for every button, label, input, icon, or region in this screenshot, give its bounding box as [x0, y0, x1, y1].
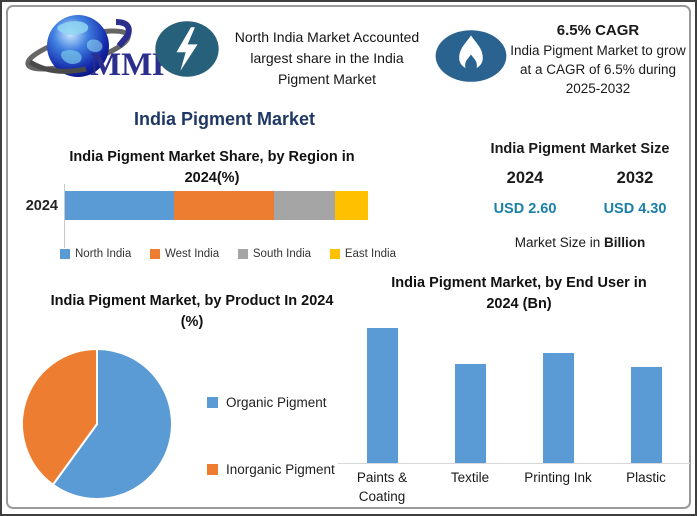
- bar-printing-ink: [542, 353, 574, 463]
- mmr-logo: MMR: [24, 10, 177, 84]
- pie-legend-label: Inorganic Pigment: [226, 462, 335, 477]
- cagr-line: 2025-2032: [565, 81, 631, 96]
- pie-slice-organic-pigment: [51, 347, 173, 500]
- page-title: India Pigment Market: [133, 109, 316, 129]
- legend-item-east-india: East India: [329, 248, 396, 260]
- legend-label: East India: [344, 248, 396, 260]
- bar-plastic: [630, 367, 662, 463]
- market-size-values: USD 2.60 USD 4.30: [470, 201, 690, 217]
- legend-label: South India: [252, 248, 312, 260]
- bar-column-paints-coating: [338, 320, 426, 463]
- cagr-block: 6.5% CAGR India Pigment Market to grow a…: [500, 22, 695, 98]
- region-y-axis: [64, 184, 65, 248]
- enduser-bar-chart: [338, 320, 690, 464]
- product-chart-title-line: (%): [180, 314, 204, 330]
- lightning-badge: [154, 19, 220, 79]
- market-size-note-unit: Billion: [604, 235, 646, 250]
- stacked-segment-north-india: [65, 191, 175, 220]
- globe-logo-icon: MMR: [25, 15, 177, 83]
- x-label-paints-coating: Paints & Coating: [356, 470, 408, 504]
- market-size-note-prefix: Market Size in: [514, 235, 605, 250]
- cagr-title: 6.5% CAGR: [556, 22, 640, 39]
- bar-column-textile: [426, 320, 514, 463]
- product-pie-chart: [21, 347, 173, 500]
- x-label-plastic: Plastic: [626, 470, 666, 485]
- legend-item-south-india: South India: [237, 248, 312, 260]
- market-size-year-2024: 2024: [506, 169, 544, 187]
- market-size-year-2032: 2032: [616, 169, 654, 187]
- pie-legend-label: Organic Pigment: [226, 395, 327, 410]
- bar-column-plastic: [602, 320, 690, 463]
- enduser-chart-title: India Pigment Market, by End User in 202…: [354, 273, 684, 315]
- stacked-segment-south-india: [274, 191, 335, 220]
- region-chart-title-line: 2024(%): [184, 170, 240, 186]
- region-axis-label-2024: 2024: [25, 198, 58, 214]
- bar-paints-coating: [366, 328, 398, 463]
- flame-icon: [435, 30, 507, 82]
- legend-swatch-inorganic: [207, 464, 218, 475]
- stacked-segment-east-india: [334, 191, 368, 220]
- region-stacked-bar: [65, 191, 368, 220]
- market-size-title: India Pigment Market Size: [490, 141, 670, 157]
- enduser-chart-title-line: India Pigment Market, by End User in: [391, 275, 647, 291]
- legend-label: West India: [165, 248, 220, 260]
- legend-swatch: [60, 249, 70, 259]
- product-chart-title: India Pigment Market, by Product In 2024…: [32, 291, 352, 333]
- market-size-value-2024: USD 2.60: [493, 201, 557, 217]
- pie-legend-item-inorganic: Inorganic Pigment: [207, 462, 335, 477]
- legend-label: North India: [75, 248, 132, 260]
- market-size-years: 2024 2032: [470, 169, 690, 188]
- market-size-note: Market Size in Billion: [464, 235, 695, 250]
- legend-swatch: [150, 249, 161, 259]
- lightning-icon: [155, 21, 219, 77]
- highlight-text: North India Market Accounted largest sha…: [218, 27, 436, 90]
- bar-textile: [454, 364, 486, 463]
- legend-swatch: [237, 249, 248, 259]
- bar-column-printing-ink: [514, 320, 602, 463]
- region-chart-title-line: India Pigment Market Share, by Region in: [69, 149, 355, 165]
- region-chart-title: India Pigment Market Share, by Region in…: [47, 147, 377, 189]
- enduser-chart-title-line: 2024 (Bn): [486, 296, 552, 312]
- cagr-line: at a CAGR of 6.5% during: [519, 62, 677, 77]
- pie-slice-inorganic-pigment: [21, 347, 98, 487]
- cagr-line: India Pigment Market to grow: [510, 43, 686, 58]
- highlight-line: largest share in the India: [250, 50, 404, 66]
- legend-item-north-india: North India: [60, 248, 131, 260]
- flame-badge: [432, 28, 510, 84]
- pie-legend-item-organic: Organic Pigment: [207, 395, 327, 410]
- legend-item-west-india: West India: [150, 248, 219, 260]
- highlight-line: Pigment Market: [277, 71, 377, 87]
- legend-swatch: [329, 249, 340, 259]
- product-chart-title-line: India Pigment Market, by Product In 2024: [50, 293, 334, 309]
- enduser-x-labels: Paints & Coating Textile Printing Ink Plast…: [338, 464, 690, 506]
- x-label-printing-ink: Printing Ink: [524, 470, 592, 485]
- market-size-value-2032: USD 4.30: [603, 201, 667, 217]
- stacked-segment-west-india: [174, 191, 275, 220]
- legend-swatch-organic: [207, 397, 218, 408]
- highlight-line: North India Market Accounted: [234, 29, 420, 45]
- x-label-textile: Textile: [450, 470, 490, 485]
- region-legend: North India West India South India East Ind…: [60, 248, 396, 260]
